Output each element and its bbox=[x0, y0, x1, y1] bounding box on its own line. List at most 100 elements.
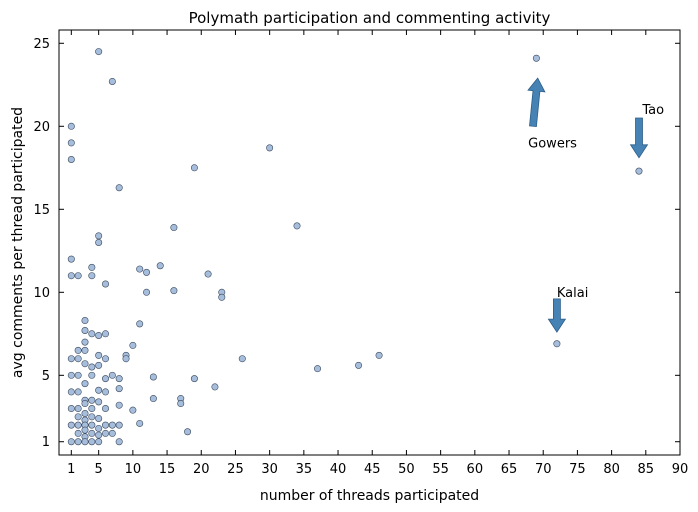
data-point bbox=[108, 371, 116, 379]
x-axis-title: number of threads participated bbox=[260, 488, 479, 504]
data-point bbox=[108, 77, 116, 85]
data-point bbox=[74, 421, 82, 429]
y-tick-label: 1 bbox=[42, 435, 50, 450]
data-point bbox=[74, 405, 82, 413]
data-point bbox=[136, 419, 144, 427]
y-tick-label: 5 bbox=[42, 369, 50, 384]
data-point bbox=[170, 224, 178, 232]
data-point bbox=[67, 388, 75, 396]
data-point bbox=[553, 340, 561, 348]
data-point bbox=[81, 426, 89, 434]
data-point bbox=[95, 232, 103, 240]
x-tick-label: 25 bbox=[227, 462, 244, 477]
x-tick-label: 80 bbox=[603, 462, 620, 477]
data-point bbox=[88, 405, 96, 413]
annotations: Gowers Tao Kalai bbox=[527, 77, 664, 333]
data-point bbox=[81, 380, 89, 388]
data-point bbox=[95, 361, 103, 369]
data-point bbox=[355, 361, 363, 369]
x-tick-label: 35 bbox=[296, 462, 313, 477]
data-point bbox=[67, 122, 75, 130]
data-point bbox=[95, 331, 103, 339]
x-tick-label: 5 bbox=[95, 462, 103, 477]
annotation-label: Tao bbox=[641, 103, 664, 118]
data-point bbox=[88, 371, 96, 379]
annotation-arrow bbox=[547, 298, 567, 333]
y-tick-label: 10 bbox=[33, 286, 50, 301]
data-point bbox=[81, 360, 89, 368]
data-point bbox=[115, 375, 123, 383]
data-point bbox=[149, 373, 157, 381]
data-point bbox=[129, 406, 137, 414]
data-point bbox=[136, 320, 144, 328]
axis-ticks: 1 5 10 15 20 25 30 35 40 45 50 55 60 65 70 75 80 85 901510… bbox=[33, 30, 688, 477]
data-point bbox=[74, 371, 82, 379]
x-tick-label: 50 bbox=[398, 462, 415, 477]
data-point bbox=[67, 421, 75, 429]
data-point bbox=[102, 280, 110, 288]
x-tick-label: 65 bbox=[501, 462, 518, 477]
data-point bbox=[81, 346, 89, 354]
data-point bbox=[74, 272, 82, 280]
data-point bbox=[108, 429, 116, 437]
data-point bbox=[67, 272, 75, 280]
data-point bbox=[81, 317, 89, 325]
annotation-arrow bbox=[527, 77, 546, 128]
data-point bbox=[184, 428, 192, 436]
data-point bbox=[170, 287, 178, 295]
data-point bbox=[95, 398, 103, 406]
data-point bbox=[95, 386, 103, 394]
data-point bbox=[635, 167, 643, 175]
data-point bbox=[74, 429, 82, 437]
data-point bbox=[81, 326, 89, 334]
y-tick-label: 15 bbox=[33, 203, 50, 218]
x-tick-label: 45 bbox=[364, 462, 381, 477]
data-point bbox=[95, 351, 103, 359]
data-point bbox=[102, 330, 110, 338]
data-point bbox=[149, 395, 157, 403]
y-axis-title: avg comments per thread participated bbox=[10, 107, 26, 378]
data-point bbox=[74, 355, 82, 363]
data-point bbox=[218, 293, 226, 301]
x-tick-label: 15 bbox=[159, 462, 176, 477]
data-point bbox=[88, 272, 96, 280]
data-point bbox=[81, 438, 89, 446]
data-point bbox=[266, 144, 274, 152]
data-point bbox=[67, 438, 75, 446]
x-tick-label: 90 bbox=[672, 462, 689, 477]
data-point bbox=[375, 351, 383, 359]
data-point bbox=[204, 270, 212, 278]
data-point bbox=[95, 424, 103, 432]
chart-title: Polymath participation and commenting ac… bbox=[189, 9, 551, 27]
data-point bbox=[115, 421, 123, 429]
data-point bbox=[67, 139, 75, 147]
data-point bbox=[88, 438, 96, 446]
x-tick-label: 55 bbox=[432, 462, 449, 477]
annotation-label: Kalai bbox=[557, 286, 588, 301]
data-point bbox=[102, 429, 110, 437]
data-point bbox=[129, 341, 137, 349]
x-tick-label: 1 bbox=[67, 462, 75, 477]
data-point bbox=[88, 421, 96, 429]
data-points bbox=[67, 48, 643, 446]
x-tick-label: 85 bbox=[638, 462, 655, 477]
data-point bbox=[314, 365, 322, 373]
data-point bbox=[102, 405, 110, 413]
data-point bbox=[293, 222, 301, 230]
data-point bbox=[88, 330, 96, 338]
data-point bbox=[95, 414, 103, 422]
data-point bbox=[156, 262, 164, 270]
data-point bbox=[102, 355, 110, 363]
data-point bbox=[143, 288, 151, 296]
data-point bbox=[136, 265, 144, 273]
x-tick-label: 10 bbox=[125, 462, 142, 477]
y-tick-label: 20 bbox=[33, 120, 50, 135]
data-point bbox=[211, 383, 219, 391]
data-point bbox=[238, 355, 246, 363]
annotation-arrow bbox=[629, 117, 649, 159]
data-point bbox=[74, 346, 82, 354]
data-point bbox=[102, 421, 110, 429]
x-tick-label: 40 bbox=[330, 462, 347, 477]
data-point bbox=[95, 48, 103, 56]
data-point bbox=[67, 371, 75, 379]
